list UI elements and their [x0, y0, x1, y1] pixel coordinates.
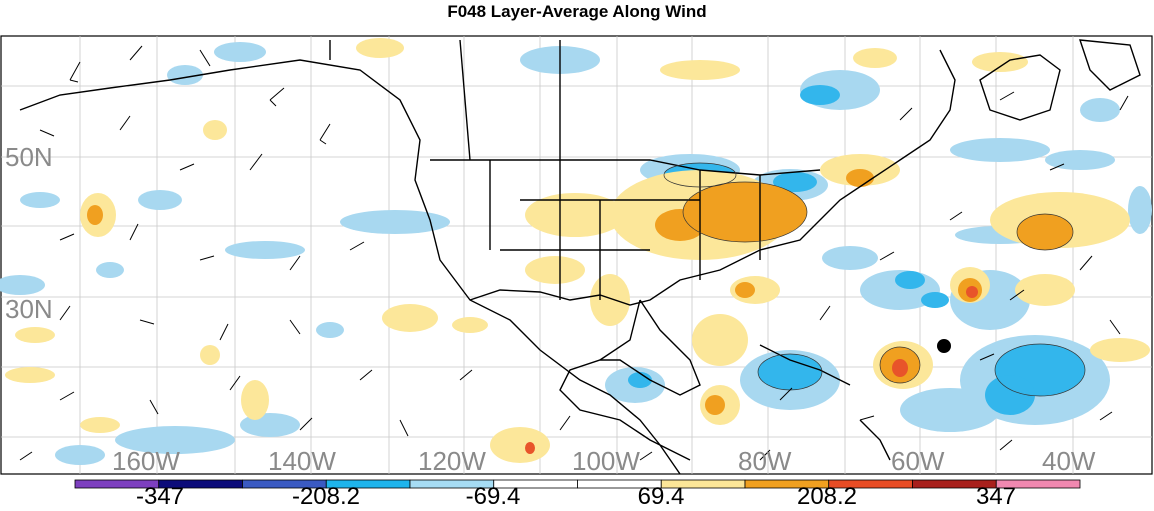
- colorbar: [74, 479, 1081, 489]
- wind-barbs: [19, 45, 1129, 461]
- location-marker: [937, 339, 951, 353]
- colorbar-label: 347: [975, 483, 1017, 510]
- colorbar-label: 208.2: [796, 483, 858, 510]
- map-title: F048 Layer-Average Along Wind: [447, 2, 707, 21]
- colorbar-swatch: [995, 479, 1081, 489]
- lon-label-80w: 80W: [738, 446, 792, 476]
- contour-shading: [0, 38, 1152, 465]
- contour-lines: [663, 162, 1086, 397]
- lon-label-40w: 40W: [1042, 446, 1096, 476]
- lon-label-100w: 100W: [572, 446, 640, 476]
- coastlines-and-borders: [19, 39, 1141, 475]
- colorbar-label: -208.2: [291, 483, 361, 510]
- lat-label-50n: 50N: [5, 142, 53, 172]
- lon-label-120w: 120W: [418, 446, 486, 476]
- lat-label-30n: 30N: [5, 294, 53, 324]
- colorbar-label: -347: [135, 483, 185, 510]
- lon-label-160w: 160W: [112, 446, 180, 476]
- strong-positive-areas: [525, 286, 978, 454]
- lon-label-140w: 140W: [268, 446, 336, 476]
- colorbar-label: 69.4: [637, 483, 685, 510]
- negative-areas: [628, 85, 1085, 415]
- lon-label-60w: 60W: [891, 446, 945, 476]
- colorbar-label: -69.4: [465, 483, 521, 510]
